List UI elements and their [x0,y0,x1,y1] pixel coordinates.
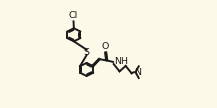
Text: O: O [101,42,109,51]
Text: N: N [134,68,141,77]
Text: Cl: Cl [69,11,78,20]
Text: NH: NH [114,57,128,66]
Text: S: S [84,48,90,57]
